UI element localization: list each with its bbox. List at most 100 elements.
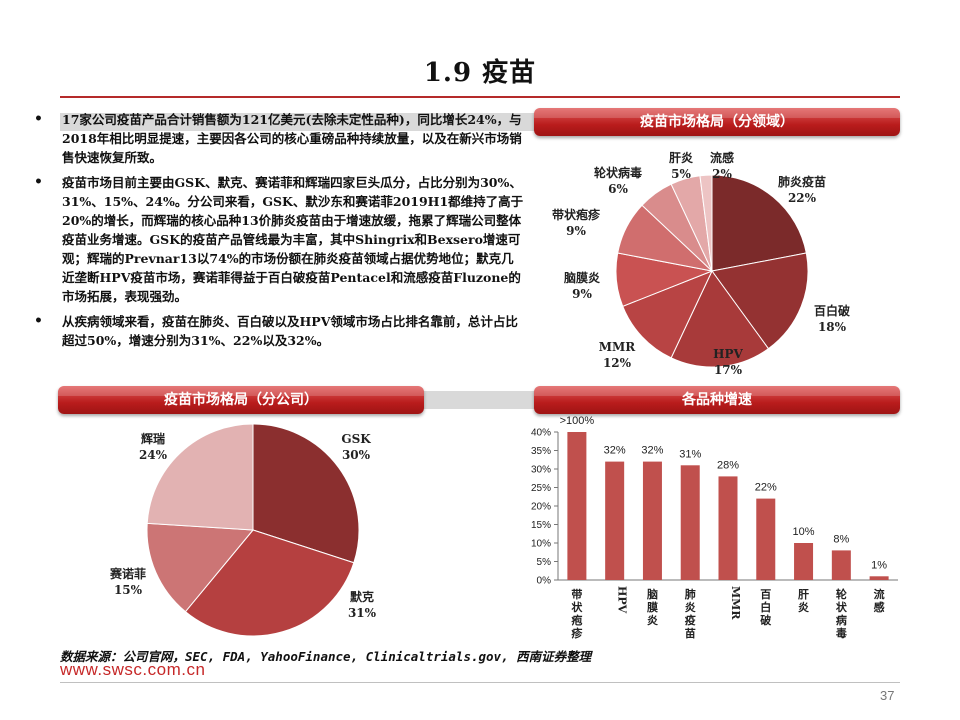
page-number: 37 bbox=[880, 688, 895, 703]
x-category-label: 肝炎 bbox=[798, 588, 809, 614]
pie-slice-value: 6% bbox=[608, 182, 628, 196]
pie-slice bbox=[184, 529, 355, 637]
x-category-char: 感 bbox=[874, 600, 885, 614]
pie-slice-label: 肺炎疫苗 bbox=[778, 174, 826, 189]
bar bbox=[869, 576, 889, 580]
x-category-char: 肺 bbox=[685, 587, 696, 601]
x-category-label: 脑膜炎 bbox=[647, 587, 658, 627]
banner-growth-rate: 各品种增速 bbox=[534, 386, 900, 414]
bar-value-label: 10% bbox=[793, 526, 815, 538]
pie-slice-value: 15% bbox=[114, 583, 143, 597]
x-category-char: 炎 bbox=[798, 601, 809, 614]
pie-slice-value: 2% bbox=[712, 167, 732, 181]
company-url: www.swsc.com.cn bbox=[60, 660, 206, 679]
x-category-char: 苗 bbox=[685, 626, 696, 640]
x-category-char: 疫 bbox=[685, 613, 696, 627]
x-category-char: 炎 bbox=[685, 601, 696, 614]
pie-slice bbox=[711, 252, 809, 350]
pie-slice-value: 30% bbox=[342, 448, 371, 462]
pie-slice-label: 流感 bbox=[710, 150, 734, 165]
page-title: 1.9 疫苗 bbox=[423, 58, 537, 88]
bar bbox=[642, 461, 662, 580]
data-source-note: 数据来源：公司官网，SEC, FDA, YahooFinance, Clinic… bbox=[60, 649, 592, 664]
x-category-char: 轮 bbox=[836, 587, 847, 601]
x-category-char: 破 bbox=[760, 613, 771, 627]
pie-slice-value: 24% bbox=[139, 448, 168, 462]
bar-value-label: 8% bbox=[833, 533, 849, 545]
x-category-label: 轮状病毒 bbox=[836, 587, 848, 640]
pie-slice-label: 脑膜炎 bbox=[563, 270, 600, 285]
pie-slice-label: 带状疱疹 bbox=[552, 207, 601, 222]
y-tick-label: 25% bbox=[531, 483, 551, 494]
x-category-label: HPV bbox=[616, 586, 629, 614]
bar-value-label: 32% bbox=[641, 445, 663, 457]
pie-slice-value: 5% bbox=[671, 167, 691, 181]
pie-slice-label: 默克 bbox=[350, 589, 374, 604]
y-tick-label: 35% bbox=[531, 446, 551, 457]
y-tick-label: 5% bbox=[537, 557, 552, 568]
pie-slice bbox=[670, 270, 770, 368]
x-category-char: 肝 bbox=[798, 588, 809, 601]
y-tick-label: 40% bbox=[531, 428, 551, 439]
x-category-char: 流 bbox=[874, 587, 885, 601]
pie-slice-value: 31% bbox=[348, 606, 377, 620]
x-category-char: 脑 bbox=[647, 587, 658, 601]
x-category-label: 肺炎疫苗 bbox=[685, 587, 696, 640]
x-category-char: 炎 bbox=[647, 614, 658, 627]
pie-slice bbox=[711, 174, 807, 272]
x-category-char: 百 bbox=[760, 588, 771, 601]
bullet-item: 17家公司疫苗产品合计销售额为121亿美元(去除未定性品种)，同比增长24%，与… bbox=[34, 110, 526, 167]
bar-chart-growth: 0% 5% 10% 15% 20% 25% 30% 35% 40% >100% 带状疱疹 32% HPV… bbox=[531, 415, 898, 640]
title-divider bbox=[60, 96, 900, 98]
pie-slice bbox=[146, 423, 254, 531]
y-tick-label: 0% bbox=[537, 576, 552, 587]
pie-slice bbox=[622, 270, 713, 359]
bar-value-label: 1% bbox=[871, 559, 887, 571]
x-category-label: 百白破 bbox=[760, 588, 771, 627]
pie-slice-label: 肝炎 bbox=[669, 150, 693, 165]
pie-slice-value: 9% bbox=[572, 287, 592, 301]
pie-slice-label: MMR bbox=[599, 340, 637, 354]
pie-chart-domain: 肺炎疫苗 22% 百白破 18% HPV 17% MMR 12% 脑膜炎 9% 带状疱疹 9% 轮状病毒… bbox=[552, 150, 850, 377]
pie-slice-label: 辉瑞 bbox=[141, 431, 165, 446]
bar-value-label: 28% bbox=[717, 459, 739, 471]
pie-slice-value: 17% bbox=[714, 363, 743, 377]
pie-slice-value: 18% bbox=[818, 320, 847, 334]
x-category-label: 带状疱疹 bbox=[571, 587, 583, 640]
pie-slice-value: 22% bbox=[788, 191, 817, 205]
bar bbox=[718, 476, 738, 580]
pie-slice bbox=[252, 423, 360, 564]
pie-slice-label: 轮状病毒 bbox=[594, 165, 642, 180]
bullet-list: 17家公司疫苗产品合计销售额为121亿美元(去除未定性品种)，同比增长24%，与… bbox=[34, 110, 526, 356]
bar bbox=[605, 461, 625, 580]
pie-chart-company: GSK 30% 默克 31% 赛诺菲 15% 辉瑞 24% bbox=[109, 423, 377, 637]
bar bbox=[567, 432, 587, 580]
bar bbox=[756, 498, 776, 580]
pie-slice-label: 赛诺菲 bbox=[109, 566, 146, 581]
y-tick-label: 15% bbox=[531, 520, 551, 531]
pie-slice-label: HPV bbox=[713, 347, 743, 361]
banner-domain-share: 疫苗市场格局（分领域） bbox=[534, 108, 900, 136]
bar bbox=[794, 543, 814, 580]
bar bbox=[680, 465, 700, 580]
pie-slice bbox=[146, 522, 255, 613]
bar-value-label: 31% bbox=[679, 448, 701, 460]
x-category-char: 状 bbox=[836, 600, 848, 614]
x-category-char: 疹 bbox=[571, 626, 583, 640]
x-category-char: 膜 bbox=[647, 600, 658, 614]
x-category-char: 毒 bbox=[836, 626, 847, 640]
bullet-item: 从疾病领域来看，疫苗在肺炎、百白破以及HPV领域市场占比排名靠前，总计占比超过5… bbox=[34, 312, 526, 350]
y-tick-label: 20% bbox=[531, 502, 551, 513]
bar-value-label: >100% bbox=[560, 415, 595, 427]
x-category-char: 疱 bbox=[571, 613, 582, 627]
y-tick-label: 30% bbox=[531, 465, 551, 476]
footer-divider bbox=[60, 682, 900, 683]
bar-value-label: 22% bbox=[755, 482, 777, 494]
x-category-char: 白 bbox=[760, 600, 771, 614]
x-category-label: MMR bbox=[729, 586, 742, 620]
x-category-char: 状 bbox=[571, 600, 583, 614]
bullet-item: 疫苗市场目前主要由GSK、默克、赛诺菲和辉瑞四家巨头瓜分，占比分别为30%、31… bbox=[34, 173, 526, 306]
banner-company-share: 疫苗市场格局（分公司） bbox=[58, 386, 424, 414]
x-category-char: 带 bbox=[571, 587, 582, 601]
pie-slice-value: 12% bbox=[603, 356, 632, 370]
